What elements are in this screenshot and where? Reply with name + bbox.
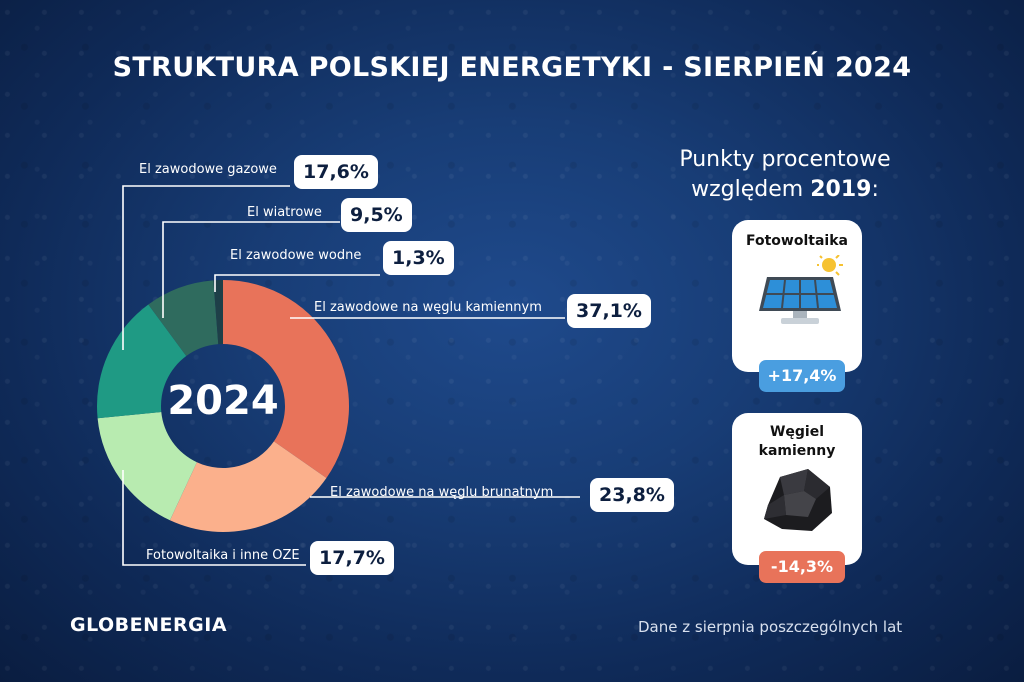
label-oze: Fotowoltaika i inne OZE: [146, 548, 300, 563]
card-wegiel-title: Węgiel kamienny: [758, 424, 836, 459]
leader-gazowe: [122, 185, 290, 350]
badge-kamienny: 37,1%: [567, 294, 651, 328]
donut-slice-4: [148, 280, 219, 357]
label-brunatny: El zawodowe na węglu brunatnym: [330, 485, 554, 500]
leader-wiatrowe: [162, 221, 340, 318]
badge-brunatny: 23,8%: [590, 478, 674, 512]
coal-icon: [764, 469, 832, 531]
comparison-heading: Punkty procentowe względem 2019:: [660, 145, 910, 205]
donut-slice-5: [213, 280, 223, 345]
page-title: STRUKTURA POLSKIEJ ENERGETYKI - SIERPIEŃ…: [112, 52, 912, 83]
badge-wiatrowe: 9,5%: [341, 198, 412, 232]
card-wegiel: Węgiel kamienny -14,3%: [732, 413, 862, 583]
card-fotowoltaika-title: Fotowoltaika: [746, 233, 848, 249]
comparison-heading-line2: względem 2019:: [691, 177, 879, 202]
solar-panel-icon: [759, 255, 843, 324]
comparison-heading-line1: Punkty procentowe: [679, 147, 891, 172]
badge-gazowe: 17,6%: [294, 155, 378, 189]
delta-wegiel: -14,3%: [759, 551, 845, 583]
delta-fotowoltaika: +17,4%: [759, 360, 845, 392]
label-wiatrowe: El wiatrowe: [247, 205, 322, 220]
leader-wodne: [214, 274, 380, 292]
label-gazowe: El zawodowe gazowe: [139, 162, 277, 177]
donut-slice-2: [97, 411, 197, 521]
logo: GLOBENERGIA: [70, 614, 228, 636]
leader-oze: [122, 470, 306, 566]
label-kamienny: El zawodowe na węglu kamiennym: [314, 300, 542, 315]
badge-oze: 17,7%: [310, 541, 394, 575]
donut-slice-3: [96, 304, 187, 419]
center-year-label: 2024: [167, 378, 279, 424]
badge-wodne: 1,3%: [383, 241, 454, 275]
donut-slice-0: [223, 280, 350, 478]
donut-slice-1: [169, 441, 327, 533]
label-wodne: El zawodowe wodne: [230, 248, 362, 263]
card-fotowoltaika: Fotowoltaika +17,4%: [732, 220, 862, 392]
footnote: Dane z sierpnia poszczególnych lat: [638, 618, 903, 636]
